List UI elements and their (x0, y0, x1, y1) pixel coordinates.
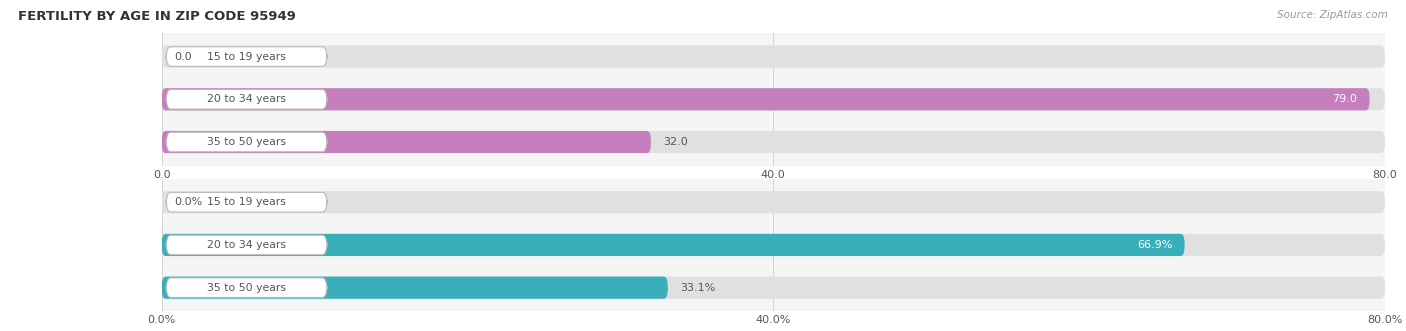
FancyBboxPatch shape (166, 47, 326, 66)
Text: 15 to 19 years: 15 to 19 years (207, 197, 285, 207)
FancyBboxPatch shape (166, 235, 326, 255)
Text: 15 to 19 years: 15 to 19 years (207, 52, 285, 62)
FancyBboxPatch shape (162, 88, 1385, 111)
Text: 79.0: 79.0 (1333, 94, 1357, 104)
FancyBboxPatch shape (162, 131, 1385, 153)
FancyBboxPatch shape (162, 276, 1385, 299)
FancyBboxPatch shape (162, 234, 1385, 256)
FancyBboxPatch shape (162, 276, 668, 299)
FancyBboxPatch shape (166, 192, 326, 212)
FancyBboxPatch shape (166, 278, 326, 298)
Text: FERTILITY BY AGE IN ZIP CODE 95949: FERTILITY BY AGE IN ZIP CODE 95949 (18, 10, 297, 23)
FancyBboxPatch shape (166, 89, 326, 109)
Text: 0.0%: 0.0% (174, 197, 202, 207)
Text: 32.0: 32.0 (664, 137, 688, 147)
FancyBboxPatch shape (162, 45, 1385, 68)
Text: 20 to 34 years: 20 to 34 years (207, 94, 285, 104)
FancyBboxPatch shape (162, 234, 1185, 256)
Text: 20 to 34 years: 20 to 34 years (207, 240, 285, 250)
Text: 33.1%: 33.1% (681, 283, 716, 293)
Text: Source: ZipAtlas.com: Source: ZipAtlas.com (1277, 10, 1388, 20)
FancyBboxPatch shape (162, 88, 1369, 111)
Text: 0.0: 0.0 (174, 52, 191, 62)
Text: 35 to 50 years: 35 to 50 years (207, 283, 285, 293)
Text: 66.9%: 66.9% (1137, 240, 1173, 250)
FancyBboxPatch shape (162, 131, 651, 153)
FancyBboxPatch shape (162, 191, 1385, 213)
Text: 35 to 50 years: 35 to 50 years (207, 137, 285, 147)
FancyBboxPatch shape (166, 132, 326, 152)
